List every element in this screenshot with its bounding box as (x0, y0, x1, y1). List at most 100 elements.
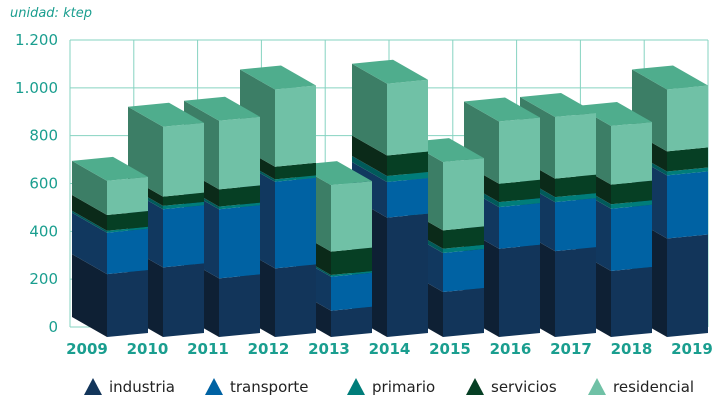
bar-segment-servicios (611, 180, 652, 205)
bar-segment-primario (611, 200, 652, 209)
bar-segment-servicios (443, 226, 484, 249)
bar-segment-transporte (667, 171, 708, 239)
x-tick-label: 2013 (308, 340, 350, 358)
x-tick-label: 2009 (66, 340, 108, 358)
bar-segment-industria (387, 213, 428, 337)
bar-segment-transporte (163, 205, 204, 268)
bar-top (520, 92, 596, 117)
bar-segment-primario (555, 193, 596, 203)
bar-segment-transporte (611, 204, 652, 271)
legend-marker-industria (84, 378, 102, 395)
y-tick-label: 1.000 (15, 79, 58, 97)
y-tick-label: 800 (29, 127, 58, 145)
bar-segment-primario (667, 167, 708, 176)
x-tick-label: 2014 (369, 340, 411, 358)
bar-segment-transporte (443, 249, 484, 293)
bar-segment-industria (219, 274, 260, 337)
legend-marker-residencial (588, 378, 606, 395)
bar-side-servicios (352, 135, 387, 177)
bar-segment-industria (443, 288, 484, 337)
bar-segment-residencial (443, 158, 484, 231)
bar-segment-transporte (387, 178, 428, 218)
legend-label-servicios: servicios (491, 378, 557, 396)
legend-label-industria: industria (109, 378, 175, 396)
bar-segment-primario (387, 172, 428, 183)
x-tick-label: 2019 (671, 340, 713, 358)
bar-segment-industria (275, 264, 316, 337)
bar-segment-primario (107, 226, 148, 233)
bar-segment-industria (331, 306, 372, 337)
x-tick-label: 2017 (550, 340, 592, 358)
bar-top (184, 96, 260, 121)
y-tick-label: 200 (29, 270, 58, 288)
bar-side-primario (72, 210, 107, 233)
x-tick-label: 2015 (429, 340, 471, 358)
bar-segment-primario (331, 271, 372, 277)
bar-segment-residencial (219, 116, 260, 190)
bar-top (464, 97, 540, 122)
bar-side-industria (72, 254, 107, 337)
bar-top (240, 65, 316, 90)
bar-side-residencial (72, 160, 107, 216)
bar-segment-industria (107, 270, 148, 337)
bar-segment-residencial (387, 79, 428, 156)
bar-segment-servicios (275, 162, 316, 180)
bar-segment-servicios (219, 185, 260, 207)
bar-segment-industria (163, 263, 204, 337)
bar-segment-primario (163, 201, 204, 210)
bar-segment-primario (443, 244, 484, 254)
bar-segment-transporte (275, 177, 316, 269)
bar-2009 (72, 156, 148, 337)
bar-segment-residencial (331, 181, 372, 252)
bar-side-residencial (352, 63, 387, 156)
bar-segment-primario (275, 175, 316, 182)
bar-segment-servicios (499, 179, 540, 203)
bar-side-transporte (72, 212, 107, 275)
x-tick-label: 2010 (127, 340, 169, 358)
bar-side-primario (352, 156, 387, 183)
bar-segment-primario (219, 202, 260, 210)
y-tick-label: 1.200 (15, 31, 58, 49)
legend: industria transporte primario servicios resi… (84, 378, 694, 396)
bar-segment-transporte (331, 272, 372, 311)
bar-segment-industria (555, 247, 596, 337)
legend-label-primario: primario (372, 378, 435, 396)
bar-top (128, 102, 204, 127)
bar-segment-residencial (275, 85, 316, 167)
legend-label-transporte: transporte (230, 378, 309, 396)
bar-side-servicios (72, 195, 107, 231)
bar-segment-residencial (107, 176, 148, 216)
legend-marker-servicios (466, 378, 484, 395)
bar-segment-servicios (555, 174, 596, 198)
bar-segment-residencial (667, 85, 708, 152)
bar-segment-primario (499, 198, 540, 208)
bar-top (576, 102, 652, 127)
bar-segment-residencial (499, 117, 540, 184)
bar-segment-residencial (555, 112, 596, 179)
bars (72, 59, 708, 337)
x-tick-label: 2012 (248, 340, 290, 358)
y-tick-label: 400 (29, 222, 58, 240)
bar-segment-transporte (555, 198, 596, 252)
bar-top (352, 59, 428, 84)
y-axis-ticks: 0 200 400 600 800 1.000 1.200 (15, 31, 58, 336)
y-tick-label: 0 (48, 318, 58, 336)
bar-top (72, 156, 148, 181)
x-axis-labels: 2009 2010 2011 2012 2013 2014 2015 2016 2017 2018… (66, 340, 713, 358)
legend-marker-primario (347, 378, 365, 395)
x-tick-label: 2016 (490, 340, 532, 358)
bar-segment-servicios (163, 192, 204, 206)
y-tick-label: 600 (29, 175, 58, 193)
bar-segment-servicios (387, 151, 428, 177)
x-tick-label: 2018 (611, 340, 653, 358)
bar-segment-servicios (107, 211, 148, 231)
legend-label-residencial: residencial (613, 378, 694, 396)
bar-segment-industria (611, 266, 652, 337)
bar-segment-residencial (163, 122, 204, 197)
bar-segment-transporte (499, 203, 540, 249)
bar-segment-servicios (331, 247, 372, 276)
x-tick-label: 2011 (187, 340, 229, 358)
bar-segment-industria (499, 244, 540, 337)
bar-segment-transporte (107, 228, 148, 275)
